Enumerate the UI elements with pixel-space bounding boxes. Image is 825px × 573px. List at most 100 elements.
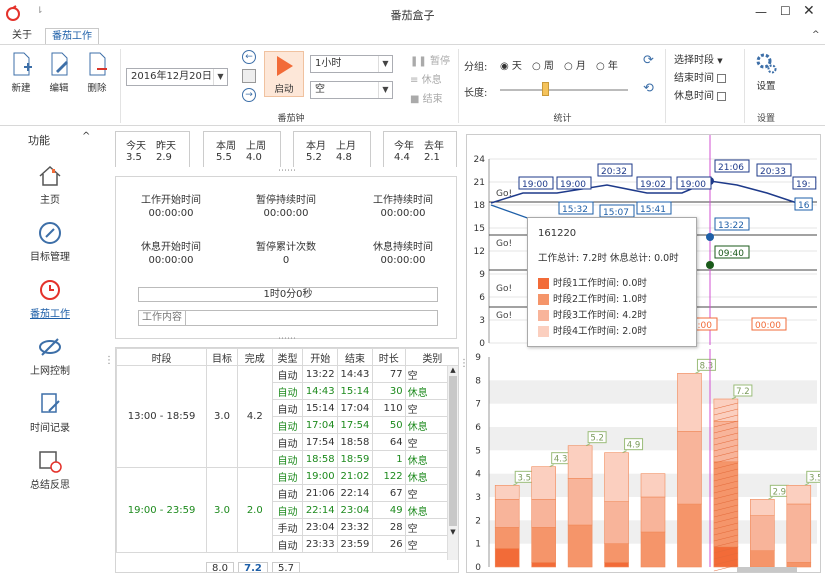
end-time-checkbox[interactable] (717, 73, 727, 83)
end-time-option[interactable]: 结束时间 (674, 69, 727, 84)
maximize-button[interactable]: ☐ (780, 4, 791, 18)
y-tick-label: 24 (474, 155, 486, 165)
window-title: 番茄盒子 (390, 9, 435, 22)
radio-day[interactable]: ◉ 天 (500, 61, 522, 72)
sidebar-item-time-record[interactable]: 时间记录 (0, 391, 100, 434)
next-icon[interactable]: → (242, 88, 256, 102)
daily-bar-chart: 9 8 7 6 5 4 3 2 1 0 3.5 4.3 5.2 4.9 8.3 7.2 2.9 3.5 (475, 349, 820, 573)
table-row[interactable]: 自动 18:58 18:59 1 休息 (117, 450, 458, 468)
tooltip-summary: 工作总计: 7.2时 休息总计: 0.0时 (538, 253, 679, 264)
splitter-handle[interactable]: ⋯⋯ (278, 334, 296, 344)
y-tick-label: 9 (475, 353, 481, 363)
sidebar-item-goals[interactable]: 目标管理 (0, 220, 100, 263)
point-label-box (756, 163, 792, 177)
calendar-icon[interactable] (242, 69, 256, 83)
sidebar-title: 功能 (28, 134, 50, 147)
rest-time-option[interactable]: 休息时间 (674, 87, 727, 102)
hatch-line (713, 444, 738, 452)
settings-button[interactable]: 设置 (750, 51, 782, 92)
close-button[interactable]: ✕ (803, 3, 815, 19)
leader-line (512, 482, 518, 486)
column-header[interactable]: 结束 (337, 348, 373, 366)
bar-segment (531, 527, 556, 563)
table-row[interactable]: 13:00 - 18:59 3.0 4.2 自动 13:22 14:43 77 空 (116, 365, 458, 468)
table-row[interactable]: 自动 17:04 17:54 50 休息 (117, 416, 458, 434)
table-row[interactable]: 自动 23:33 23:59 26 空 (117, 535, 458, 553)
sidebar-item-summary[interactable]: 总结反思 (0, 448, 100, 491)
length-slider[interactable] (500, 89, 628, 91)
prev-icon[interactable]: ← (242, 50, 256, 64)
sidebar-item-internet-control[interactable]: 上网控制 (0, 334, 100, 377)
work-content-input[interactable]: 工作内容 (138, 310, 438, 326)
column-header[interactable]: 时段 (116, 348, 208, 366)
calendar-clock-icon (39, 451, 62, 473)
point-label: 20:32 (601, 167, 627, 177)
tooltip-item: 时段2工作时间: 1.0时 (538, 292, 647, 308)
point-label: 13:22 (718, 221, 744, 231)
radio-week[interactable]: ○ 周 (532, 61, 554, 72)
bar-segment (604, 452, 629, 502)
task-select[interactable]: 空 ▼ (310, 81, 393, 99)
radio-year[interactable]: ○ 年 (596, 61, 618, 72)
new-button[interactable]: 新建 (6, 51, 36, 94)
column-header[interactable]: 完成 (236, 348, 273, 366)
table-scrollbar[interactable]: ▲ ▼ (447, 366, 458, 560)
reset-icon[interactable]: ⟲ (643, 81, 654, 96)
collapse-ribbon-icon[interactable]: ^ (812, 30, 820, 40)
table-row[interactable]: 19:00 - 23:59 3.0 2.0 自动 19:00 21:02 122 休息 (116, 467, 458, 553)
delete-icon (89, 52, 107, 76)
hatch-line (713, 402, 738, 410)
leader-line (804, 482, 810, 486)
pause-button[interactable]: ❚❚ 暂停 (410, 56, 450, 67)
minimize-button[interactable]: — (755, 5, 767, 19)
today-label: 今天 (126, 141, 146, 152)
y-tick-label: 8 (475, 376, 481, 386)
date-picker[interactable]: 2016年12月20日 ▼ (126, 68, 228, 86)
end-button[interactable]: ■ 结束 (410, 94, 443, 105)
hatch-line (713, 456, 738, 464)
duration-cell: 50 (371, 416, 406, 434)
scrollbar-thumb[interactable] (449, 376, 457, 526)
hatch-line (713, 546, 738, 554)
chevron-up-icon[interactable]: ▲ (450, 366, 456, 374)
length-slider-thumb[interactable] (542, 82, 549, 96)
column-header[interactable]: 时长 (371, 348, 406, 366)
chevron-down-icon[interactable]: ▼ (378, 56, 392, 72)
column-header[interactable]: 类别 (404, 348, 458, 366)
sidebar-item-tomato-work[interactable]: 番茄工作 (0, 277, 100, 320)
column-header[interactable]: 开始 (302, 348, 339, 366)
start-button[interactable]: 启动 (264, 51, 304, 97)
select-period-dropdown[interactable]: 选择时段 ▼ (674, 55, 723, 66)
y-tick-label: 15 (474, 224, 485, 234)
delete-button[interactable]: 删除 (82, 51, 112, 94)
tab-about[interactable]: 关于 (12, 30, 32, 41)
quick-access-icon[interactable]: ⇂ (36, 6, 44, 16)
splitter-handle[interactable]: ⋮ (459, 358, 469, 369)
point-label: Go! (496, 189, 512, 199)
chevron-down-icon[interactable]: ▼ (213, 69, 227, 85)
chevron-down-icon[interactable]: ▼ (378, 82, 392, 98)
start-cell: 14:43 (302, 382, 339, 400)
grid-band (489, 427, 817, 451)
splitter-handle[interactable]: ⋮ (104, 355, 114, 366)
collapse-sidebar-icon[interactable]: ^ (82, 131, 91, 142)
duration-cell: 110 (371, 399, 406, 417)
compass-icon (39, 222, 61, 244)
duration-cell: 64 (371, 433, 406, 451)
duration-select[interactable]: 1小时 ▼ (310, 55, 393, 73)
edit-button[interactable]: 编辑 (44, 51, 74, 94)
splitter-handle[interactable]: ⋯⋯ (278, 166, 296, 176)
column-header[interactable]: 类型 (271, 348, 304, 366)
work-duration-value: 00:00:00 (380, 208, 426, 219)
table-row[interactable]: 手动 23:04 23:32 28 空 (117, 518, 458, 536)
sidebar-item-home[interactable]: 主页 (0, 163, 100, 206)
refresh-icon[interactable]: ⟳ (643, 53, 654, 68)
rest-button[interactable]: ≡ 休息 (410, 75, 442, 86)
chevron-down-icon[interactable]: ▼ (450, 528, 456, 536)
point-label: 21:06 (718, 163, 744, 173)
bar-segment (786, 503, 812, 563)
radio-month[interactable]: ○ 月 (564, 61, 586, 72)
rest-time-checkbox[interactable] (717, 91, 727, 101)
column-header[interactable]: 目标 (206, 348, 238, 366)
table-row[interactable]: 自动 21:06 22:14 67 空 (117, 484, 458, 502)
